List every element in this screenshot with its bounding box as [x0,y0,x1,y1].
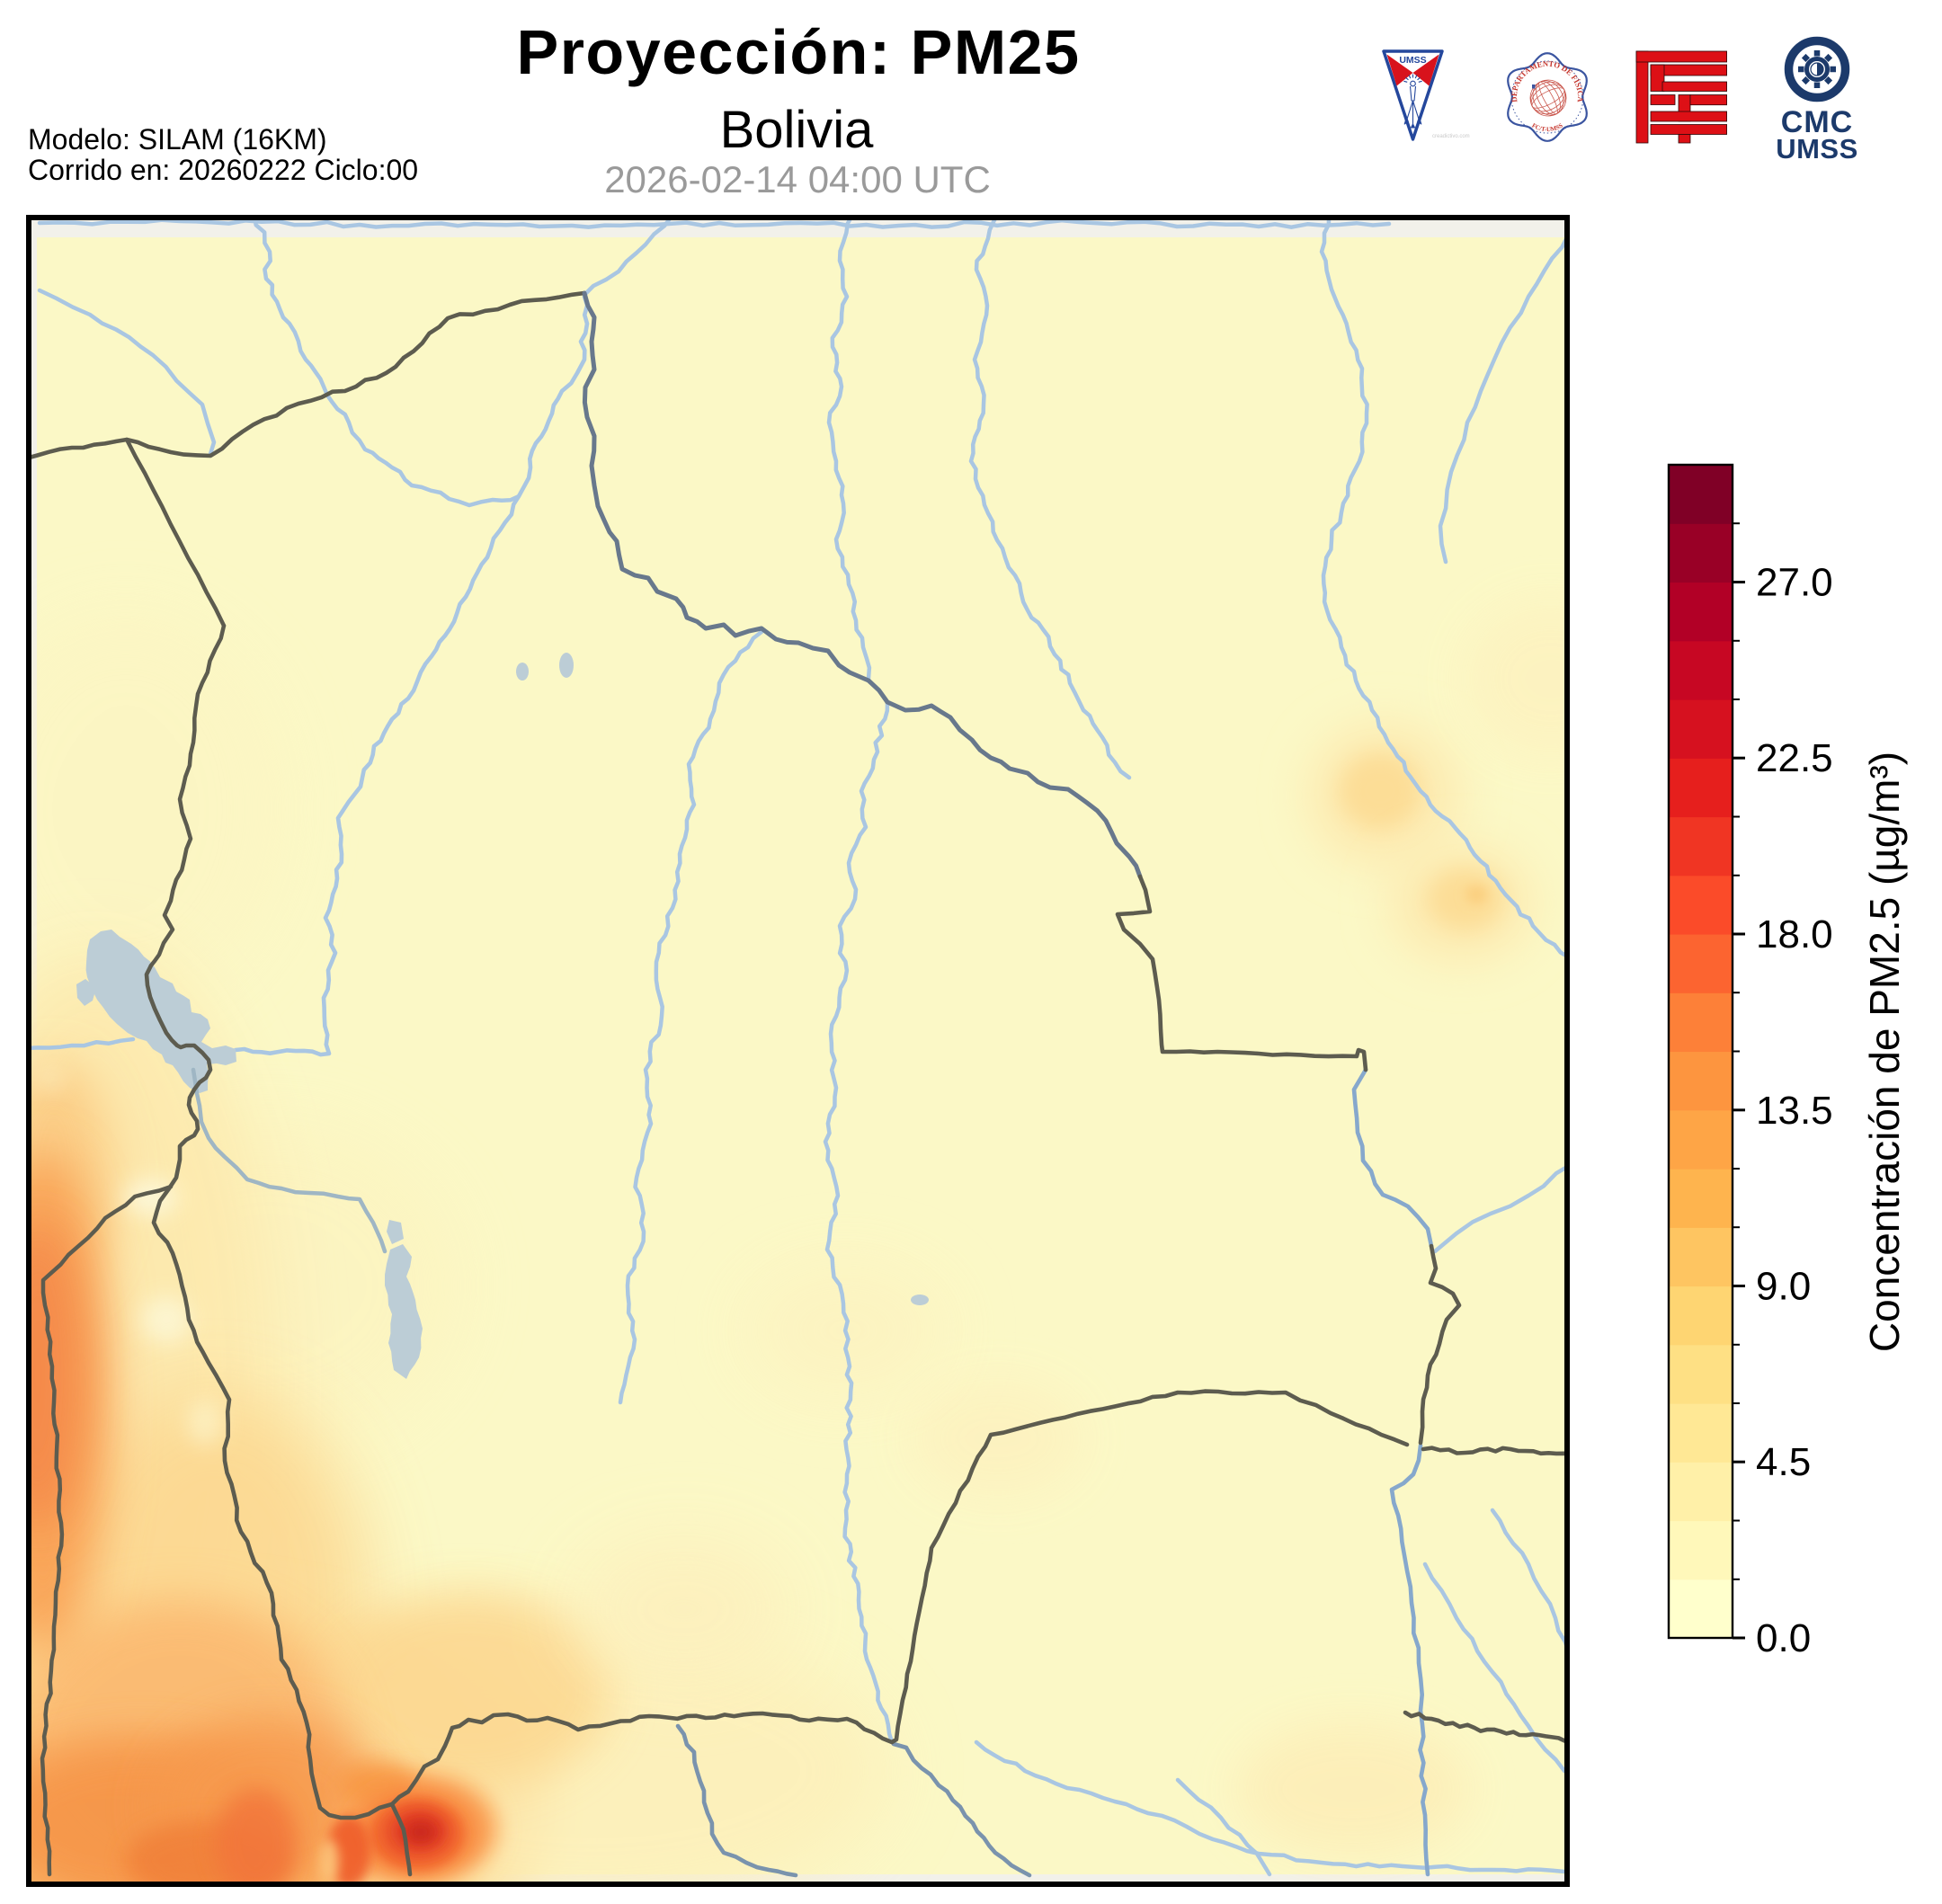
svg-text:13.5: 13.5 [1756,1089,1833,1133]
svg-text:CMC: CMC [1781,105,1853,139]
svg-text:Proyección: PM25: Proyección: PM25 [517,17,1081,87]
svg-text:9.0: 9.0 [1756,1265,1811,1309]
svg-text:4.5: 4.5 [1756,1440,1811,1484]
svg-text:Bolivia: Bolivia [720,101,875,159]
svg-text:Corrido en: 20260222 Ciclo:00: Corrido en: 20260222 Ciclo:00 [28,154,418,186]
svg-text:18.0: 18.0 [1756,912,1833,956]
svg-text:22.5: 22.5 [1756,736,1833,780]
svg-text:Concentración de PM2.5 (µg/m³): Concentración de PM2.5 (µg/m³) [1861,752,1908,1352]
svg-text:Modelo: SILAM (16KM): Modelo: SILAM (16KM) [28,123,327,156]
svg-text:UMSS: UMSS [1776,133,1858,165]
svg-text:UMSS: UMSS [1399,55,1426,66]
svg-text:0.0: 0.0 [1756,1616,1811,1660]
svg-text:27.0: 27.0 [1756,561,1833,605]
svg-text:2026-02-14 04:00 UTC: 2026-02-14 04:00 UTC [604,158,991,200]
svg-text:creadictivo.com: creadictivo.com [1432,134,1470,139]
